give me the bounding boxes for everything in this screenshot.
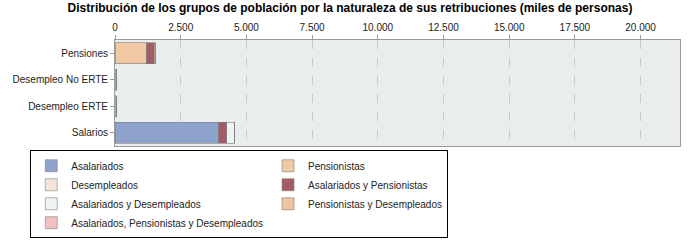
svg-text:Pensionistas: Pensionistas [308, 161, 365, 172]
svg-text:Asalariados y Pensionistas: Asalariados y Pensionistas [308, 180, 428, 191]
svg-text:Salarios: Salarios [72, 127, 108, 138]
svg-text:Asalariados y Desempleados: Asalariados y Desempleados [71, 199, 201, 210]
svg-text:12.500: 12.500 [428, 22, 459, 33]
svg-text:15.000: 15.000 [494, 22, 525, 33]
svg-text:Asalariados: Asalariados [71, 161, 123, 172]
svg-text:Pensionistas y Desempleados: Pensionistas y Desempleados [308, 199, 442, 210]
svg-text:Asalariados, Pensionistas y De: Asalariados, Pensionistas y Desempleados [71, 218, 263, 229]
svg-text:Desempleados: Desempleados [71, 180, 138, 191]
svg-text:20.000: 20.000 [625, 22, 656, 33]
svg-text:0: 0 [112, 22, 118, 33]
svg-text:Distribución de los grupos de: Distribución de los grupos de población … [68, 1, 633, 15]
svg-text:5.000: 5.000 [234, 22, 259, 33]
svg-text:Pensiones: Pensiones [61, 48, 108, 59]
svg-text:7.500: 7.500 [300, 22, 325, 33]
svg-text:17.500: 17.500 [560, 22, 591, 33]
svg-text:2.500: 2.500 [168, 22, 193, 33]
svg-text:10.000: 10.000 [362, 22, 393, 33]
svg-text:Desempleo ERTE: Desempleo ERTE [28, 101, 108, 112]
svg-text:Desempleo No ERTE: Desempleo No ERTE [13, 74, 109, 85]
